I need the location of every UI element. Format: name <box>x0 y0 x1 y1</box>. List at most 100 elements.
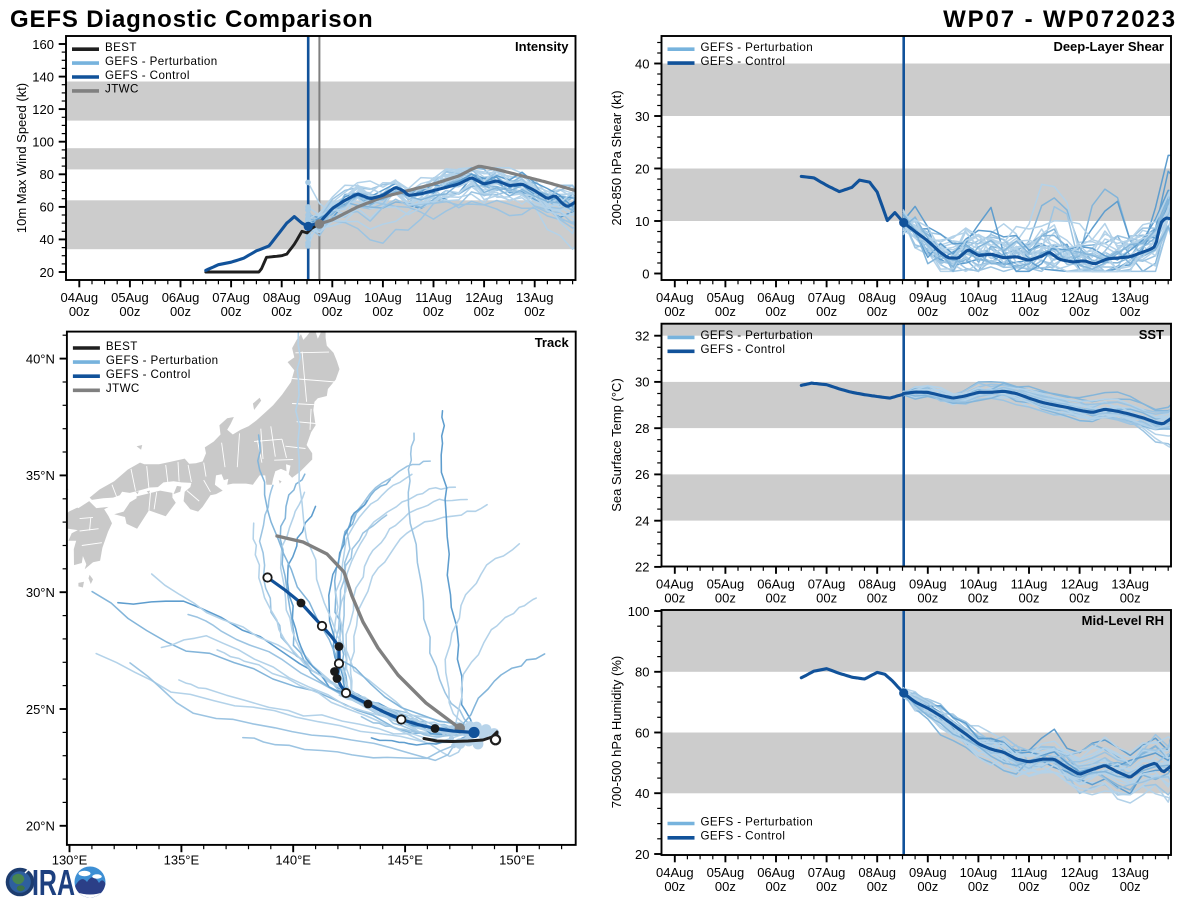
svg-text:140: 140 <box>32 69 54 84</box>
svg-text:11Aug: 11Aug <box>1011 865 1048 880</box>
svg-text:30°N: 30°N <box>26 585 55 600</box>
svg-text:00z: 00z <box>1019 591 1040 606</box>
svg-text:130°E: 130°E <box>52 853 88 868</box>
svg-text:BEST: BEST <box>105 41 137 54</box>
svg-text:0: 0 <box>642 266 649 281</box>
svg-text:07Aug: 07Aug <box>808 290 846 305</box>
svg-text:30: 30 <box>635 375 649 390</box>
svg-text:00z: 00z <box>968 304 989 319</box>
svg-text:09Aug: 09Aug <box>909 290 947 305</box>
svg-text:00z: 00z <box>664 591 685 606</box>
svg-text:06Aug: 06Aug <box>757 290 795 305</box>
svg-text:08Aug: 08Aug <box>858 865 896 880</box>
svg-text:04Aug: 04Aug <box>656 865 694 880</box>
svg-text:SST: SST <box>1139 327 1164 342</box>
svg-text:00z: 00z <box>766 879 787 894</box>
svg-text:00z: 00z <box>867 591 888 606</box>
svg-text:35°N: 35°N <box>26 468 55 483</box>
svg-text:60: 60 <box>40 200 54 215</box>
svg-text:00z: 00z <box>119 304 140 319</box>
svg-text:20: 20 <box>635 161 649 176</box>
svg-text:12Aug: 12Aug <box>1061 577 1099 592</box>
svg-text:05Aug: 05Aug <box>707 865 745 880</box>
svg-text:GEFS - Perturbation: GEFS - Perturbation <box>106 354 219 367</box>
svg-text:80: 80 <box>40 167 54 182</box>
svg-text:GEFS - Control: GEFS - Control <box>106 368 191 381</box>
svg-text:00z: 00z <box>715 304 736 319</box>
svg-text:00z: 00z <box>372 304 393 319</box>
svg-text:150°E: 150°E <box>499 853 535 868</box>
svg-text:00z: 00z <box>917 304 938 319</box>
svg-text:40°N: 40°N <box>26 351 55 366</box>
svg-text:10: 10 <box>635 214 649 229</box>
svg-text:00z: 00z <box>816 591 837 606</box>
svg-text:120: 120 <box>32 102 54 117</box>
svg-text:13Aug: 13Aug <box>1111 865 1149 880</box>
svg-text:10Aug: 10Aug <box>960 290 998 305</box>
svg-text:06Aug: 06Aug <box>757 577 795 592</box>
svg-text:100: 100 <box>628 604 650 619</box>
svg-text:07Aug: 07Aug <box>212 290 250 305</box>
svg-text:00z: 00z <box>1019 304 1040 319</box>
svg-text:30: 30 <box>635 109 649 124</box>
svg-text:200-850 hPa Shear (kt): 200-850 hPa Shear (kt) <box>609 90 624 225</box>
svg-text:20°N: 20°N <box>26 819 55 834</box>
svg-text:00z: 00z <box>968 591 989 606</box>
svg-text:26: 26 <box>635 467 649 482</box>
svg-text:00z: 00z <box>715 591 736 606</box>
svg-text:25°N: 25°N <box>26 702 55 717</box>
svg-text:GEFS - Control: GEFS - Control <box>701 830 786 843</box>
svg-text:00z: 00z <box>917 879 938 894</box>
svg-text:00z: 00z <box>664 879 685 894</box>
svg-text:06Aug: 06Aug <box>757 865 795 880</box>
svg-text:00z: 00z <box>1120 591 1141 606</box>
svg-text:09Aug: 09Aug <box>314 290 352 305</box>
svg-text:00z: 00z <box>816 879 837 894</box>
svg-text:80: 80 <box>635 665 649 680</box>
svg-text:WP07 - WP072023: WP07 - WP072023 <box>943 6 1177 33</box>
svg-text:00z: 00z <box>1069 304 1090 319</box>
svg-text:40: 40 <box>40 232 54 247</box>
svg-text:GEFS - Control: GEFS - Control <box>105 69 190 82</box>
svg-text:Intensity: Intensity <box>515 39 569 54</box>
svg-text:13Aug: 13Aug <box>1111 290 1149 305</box>
svg-text:GEFS - Perturbation: GEFS - Perturbation <box>105 55 218 68</box>
svg-text:00z: 00z <box>664 304 685 319</box>
svg-text:11Aug: 11Aug <box>1011 577 1048 592</box>
svg-text:28: 28 <box>635 421 649 436</box>
svg-text:00z: 00z <box>271 304 292 319</box>
svg-text:10m Max Wind Speed (kt): 10m Max Wind Speed (kt) <box>14 83 29 233</box>
svg-text:05Aug: 05Aug <box>111 290 149 305</box>
svg-text:BEST: BEST <box>106 340 138 353</box>
svg-text:20: 20 <box>40 265 54 280</box>
svg-text:04Aug: 04Aug <box>656 290 694 305</box>
svg-text:00z: 00z <box>1120 304 1141 319</box>
svg-text:JTWC: JTWC <box>105 83 139 96</box>
svg-text:700-500 hPa Humidity (%): 700-500 hPa Humidity (%) <box>609 656 624 808</box>
svg-text:07Aug: 07Aug <box>808 577 846 592</box>
svg-text:00z: 00z <box>917 591 938 606</box>
svg-text:05Aug: 05Aug <box>707 577 745 592</box>
svg-text:60: 60 <box>635 725 649 740</box>
svg-text:06Aug: 06Aug <box>162 290 200 305</box>
svg-text:Deep-Layer Shear: Deep-Layer Shear <box>1053 39 1164 54</box>
svg-text:09Aug: 09Aug <box>909 577 947 592</box>
svg-text:Sea Surface Temp (°C): Sea Surface Temp (°C) <box>609 378 624 512</box>
svg-text:00z: 00z <box>69 304 90 319</box>
svg-text:13Aug: 13Aug <box>516 290 554 305</box>
svg-text:GEFS - Perturbation: GEFS - Perturbation <box>701 815 814 828</box>
svg-text:Track: Track <box>535 335 570 350</box>
svg-text:00z: 00z <box>1019 879 1040 894</box>
svg-text:GEFS Diagnostic Comparison: GEFS Diagnostic Comparison <box>10 6 373 33</box>
svg-text:10Aug: 10Aug <box>364 290 402 305</box>
svg-text:11Aug: 11Aug <box>1011 290 1048 305</box>
svg-text:IRA: IRA <box>32 862 75 900</box>
svg-text:10Aug: 10Aug <box>960 577 998 592</box>
svg-text:40: 40 <box>635 56 649 71</box>
svg-text:00z: 00z <box>474 304 495 319</box>
svg-text:GEFS - Control: GEFS - Control <box>701 343 786 356</box>
svg-text:00z: 00z <box>867 304 888 319</box>
svg-text:08Aug: 08Aug <box>858 290 896 305</box>
svg-text:00z: 00z <box>170 304 191 319</box>
svg-text:00z: 00z <box>1069 879 1090 894</box>
